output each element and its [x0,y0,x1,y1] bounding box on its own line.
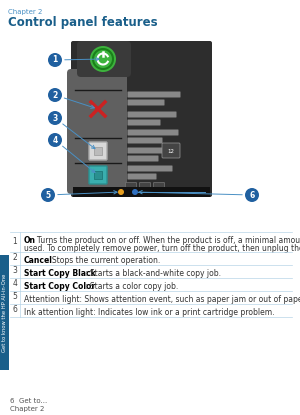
Circle shape [90,46,116,72]
Text: 1: 1 [13,237,17,246]
Text: Chapter 2: Chapter 2 [10,406,44,412]
FancyBboxPatch shape [67,69,127,194]
Circle shape [132,189,138,195]
FancyBboxPatch shape [140,183,151,191]
Text: Start Copy Black: Start Copy Black [24,269,96,278]
Circle shape [118,189,124,195]
Text: On: On [24,235,36,244]
Text: Ink attention light: Indicates low ink or a print cartridge problem.: Ink attention light: Indicates low ink o… [24,308,274,317]
Text: : Turns the product on or off. When the product is off, a minimal amount of powe: : Turns the product on or off. When the … [32,235,300,244]
Bar [94,171,102,179]
FancyBboxPatch shape [71,41,212,197]
Bar [94,147,102,155]
FancyBboxPatch shape [128,166,172,171]
Text: 1: 1 [52,56,58,64]
Text: used. To completely remove power, turn off the product, then unplug the power co: used. To completely remove power, turn o… [24,244,300,252]
FancyBboxPatch shape [128,91,181,98]
FancyBboxPatch shape [77,41,131,77]
Circle shape [48,133,62,147]
Text: 12: 12 [167,149,175,154]
Circle shape [48,53,62,67]
Text: 4: 4 [52,136,58,144]
FancyBboxPatch shape [89,166,107,184]
Text: 4: 4 [13,279,17,288]
FancyBboxPatch shape [125,183,136,191]
FancyBboxPatch shape [128,129,178,136]
Text: 6: 6 [13,305,17,314]
FancyBboxPatch shape [128,120,160,125]
FancyBboxPatch shape [128,156,158,161]
Text: Start Copy Color: Start Copy Color [24,281,95,290]
Text: Cancel: Cancel [24,256,53,264]
Text: 5: 5 [13,292,17,301]
Text: 6: 6 [249,190,255,200]
Text: Attention light: Shows attention event, such as paper jam or out of paper.: Attention light: Shows attention event, … [24,295,300,303]
Text: 2: 2 [13,253,17,262]
Text: 5: 5 [45,190,51,200]
Text: 6  Get to...: 6 Get to... [10,398,47,404]
Bar [0,255,9,370]
Text: Chapter 2: Chapter 2 [8,9,42,15]
Circle shape [48,111,62,125]
Text: 3: 3 [13,266,17,275]
Circle shape [245,188,259,202]
FancyBboxPatch shape [89,142,107,160]
FancyBboxPatch shape [128,137,163,144]
Text: : Starts a black-and-white copy job.: : Starts a black-and-white copy job. [85,269,221,278]
FancyBboxPatch shape [128,173,157,180]
FancyBboxPatch shape [128,112,176,117]
Text: Control panel features: Control panel features [8,16,158,29]
FancyBboxPatch shape [128,100,164,105]
Text: 3: 3 [52,113,58,122]
FancyBboxPatch shape [128,147,176,154]
Text: 2: 2 [52,90,58,100]
Bar [73,187,210,197]
Text: : Stops the current operation.: : Stops the current operation. [47,256,160,264]
Circle shape [41,188,55,202]
Circle shape [48,88,62,102]
FancyBboxPatch shape [154,183,164,191]
FancyBboxPatch shape [162,143,180,158]
Text: Get to know the HP All-in-One: Get to know the HP All-in-One [2,273,7,352]
Text: : Starts a color copy job.: : Starts a color copy job. [85,281,178,290]
